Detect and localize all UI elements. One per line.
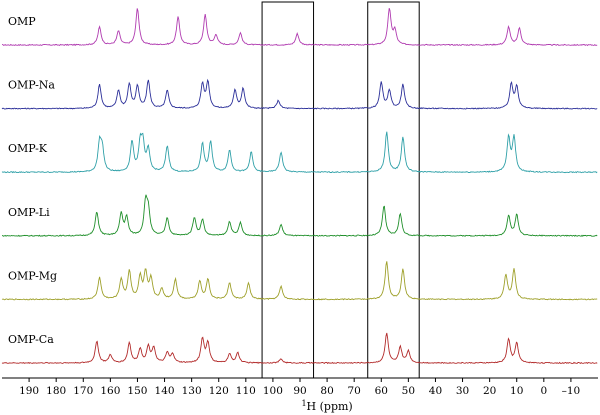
- series-label-omp-mg: OMP-Mg: [8, 269, 57, 282]
- x-axis: 190 180 170 160 150 140 130 120 110 100 90 80 70 60 50…: [2, 377, 598, 397]
- x-tick-label: 180: [46, 385, 66, 397]
- x-tick-label: 190: [19, 385, 39, 397]
- x-axis-title-superscript: 1: [301, 399, 306, 408]
- spectrum-line-omp-na: [1, 78, 598, 110]
- spectrum-line-omp-k: [1, 131, 598, 174]
- series-label-omp: OMP: [8, 15, 36, 28]
- series-label-omp-na: OMP-Na: [8, 79, 55, 92]
- series-labels: OMP OMP-Na OMP-K OMP-Li OMP-Mg OMP-Ca: [8, 15, 57, 346]
- x-tick-label: 140: [155, 385, 175, 397]
- x-tick-label: 120: [209, 385, 229, 397]
- x-axis-title-text: H (ppm): [307, 400, 353, 413]
- x-tick-label: 70: [347, 385, 360, 397]
- spectra-group: [1, 8, 598, 365]
- x-tick-label: 170: [73, 385, 93, 397]
- x-tick-label: 130: [182, 385, 202, 397]
- x-tick-label: 160: [100, 385, 120, 397]
- x-tick-label: 90: [293, 385, 306, 397]
- x-tick-label: 0: [540, 385, 547, 397]
- x-tick-label: 60: [375, 385, 388, 397]
- x-tick-label: 100: [263, 385, 283, 397]
- spectrum-line-omp-li: [1, 194, 598, 237]
- x-tick-label: 10: [510, 385, 523, 397]
- series-label-omp-ca: OMP-Ca: [8, 333, 54, 346]
- x-tick-label: –10: [562, 385, 581, 397]
- x-tick-label: 30: [456, 385, 469, 397]
- highlight-regions: [261, 1, 420, 379]
- highlight-region-box: [367, 1, 420, 379]
- x-tick-label: 80: [320, 385, 333, 397]
- x-tick-label: 50: [402, 385, 415, 397]
- spectrum-line-omp: [2, 8, 598, 47]
- series-label-omp-li: OMP-Li: [8, 206, 50, 219]
- series-label-omp-k: OMP-K: [8, 142, 48, 155]
- x-tick-label: 40: [429, 385, 442, 397]
- spectrum-line-omp-mg: [1, 261, 598, 301]
- highlight-region-box: [261, 1, 315, 379]
- x-tick-label: 110: [236, 385, 256, 397]
- x-axis-title: 1H (ppm): [301, 399, 352, 413]
- x-tick-label: 150: [127, 385, 147, 397]
- spectrum-line-omp-ca: [1, 332, 598, 365]
- x-tick-label: 20: [483, 385, 496, 397]
